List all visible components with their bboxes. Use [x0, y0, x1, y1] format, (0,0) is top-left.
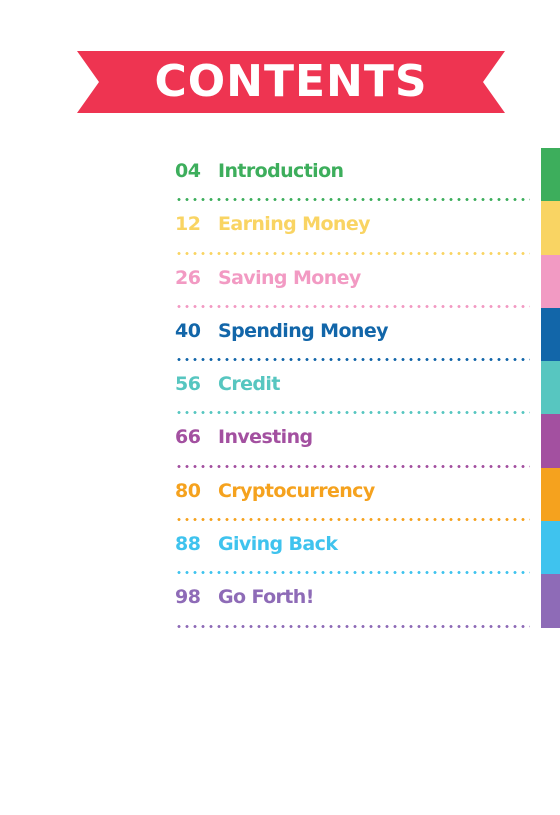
dotted-divider: [175, 518, 530, 522]
toc-entry[interactable]: 04 Introduction: [175, 148, 530, 202]
chapter-color-tab: [541, 521, 560, 575]
toc-entry[interactable]: 56 Credit: [175, 361, 530, 415]
toc-chapter-title: Credit: [218, 373, 280, 396]
toc-chapter-title: Investing: [218, 426, 313, 449]
dotted-divider: [175, 198, 530, 202]
toc-chapter-title: Cryptocurrency: [218, 479, 375, 502]
dotted-divider: [175, 624, 530, 628]
toc-entry[interactable]: 98 Go Forth!: [175, 574, 530, 628]
toc-entry[interactable]: 26 Saving Money: [175, 255, 530, 308]
toc-chapter-title: Earning Money: [218, 213, 371, 236]
contents-title: CONTENTS: [154, 56, 428, 107]
toc-chapter-title: Saving Money: [218, 266, 361, 289]
toc-page-number: 88: [175, 533, 201, 556]
toc-chapter-title: Spending Money: [218, 319, 389, 342]
chapter-color-tab: [541, 574, 560, 628]
dotted-divider: [175, 358, 530, 362]
dotted-divider: [175, 464, 530, 468]
toc-entry[interactable]: 12 Earning Money: [175, 201, 530, 255]
toc-page-number: 26: [175, 266, 201, 289]
toc-entry[interactable]: 66 Investing: [175, 414, 530, 468]
banner-ribbon-shape: [77, 51, 505, 113]
toc-page-number: 12: [175, 213, 201, 236]
toc-entry[interactable]: 80 Cryptocurrency: [175, 468, 530, 522]
toc-page-number: 80: [175, 479, 201, 502]
dotted-divider: [175, 571, 530, 575]
toc-page-number: 40: [175, 319, 201, 342]
dotted-divider: [175, 304, 530, 308]
chapter-color-tab: [541, 414, 560, 468]
toc-chapter-title: Go Forth!: [218, 586, 314, 609]
toc-entry[interactable]: 40 Spending Money: [175, 308, 530, 362]
toc-page-number: 66: [175, 426, 201, 449]
chapter-color-tab: [541, 361, 560, 415]
toc-page-number: 04: [175, 160, 201, 182]
chapter-color-tab: [541, 148, 560, 202]
chapter-color-tab: [541, 307, 560, 362]
chapter-color-tab: [541, 201, 560, 255]
toc-entry[interactable]: 88 Giving Back: [175, 521, 530, 575]
toc-chapter-title: Introduction: [218, 160, 344, 182]
toc-chapter-title: Giving Back: [218, 533, 338, 556]
toc-page-number: 56: [175, 373, 201, 396]
chapter-color-tab: [541, 467, 560, 522]
color-tab-strip: [541, 148, 560, 628]
chapter-color-tab: [541, 254, 560, 308]
dotted-divider: [175, 251, 530, 255]
toc-page-number: 98: [175, 586, 201, 609]
table-of-contents: 04 Introduction 12 Earning Money 26 Saving Mo…: [175, 148, 530, 628]
dotted-divider: [175, 411, 530, 415]
contents-banner: CONTENTS: [77, 51, 505, 113]
